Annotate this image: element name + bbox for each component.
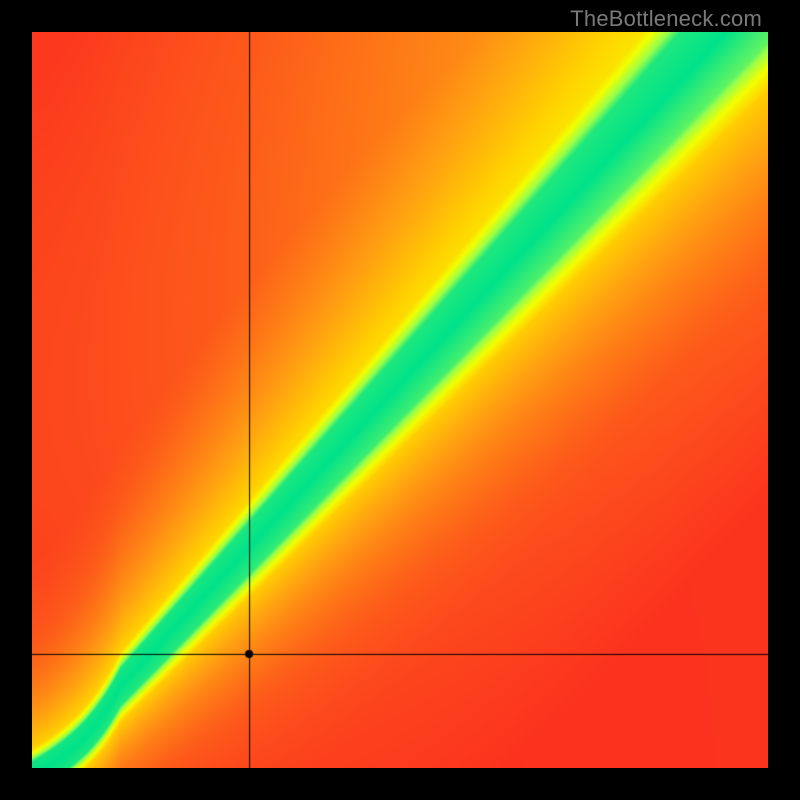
watermark-text: TheBottleneck.com	[570, 6, 762, 32]
plot-area	[32, 32, 768, 768]
heatmap-canvas	[32, 32, 768, 768]
chart-container: TheBottleneck.com	[0, 0, 800, 800]
